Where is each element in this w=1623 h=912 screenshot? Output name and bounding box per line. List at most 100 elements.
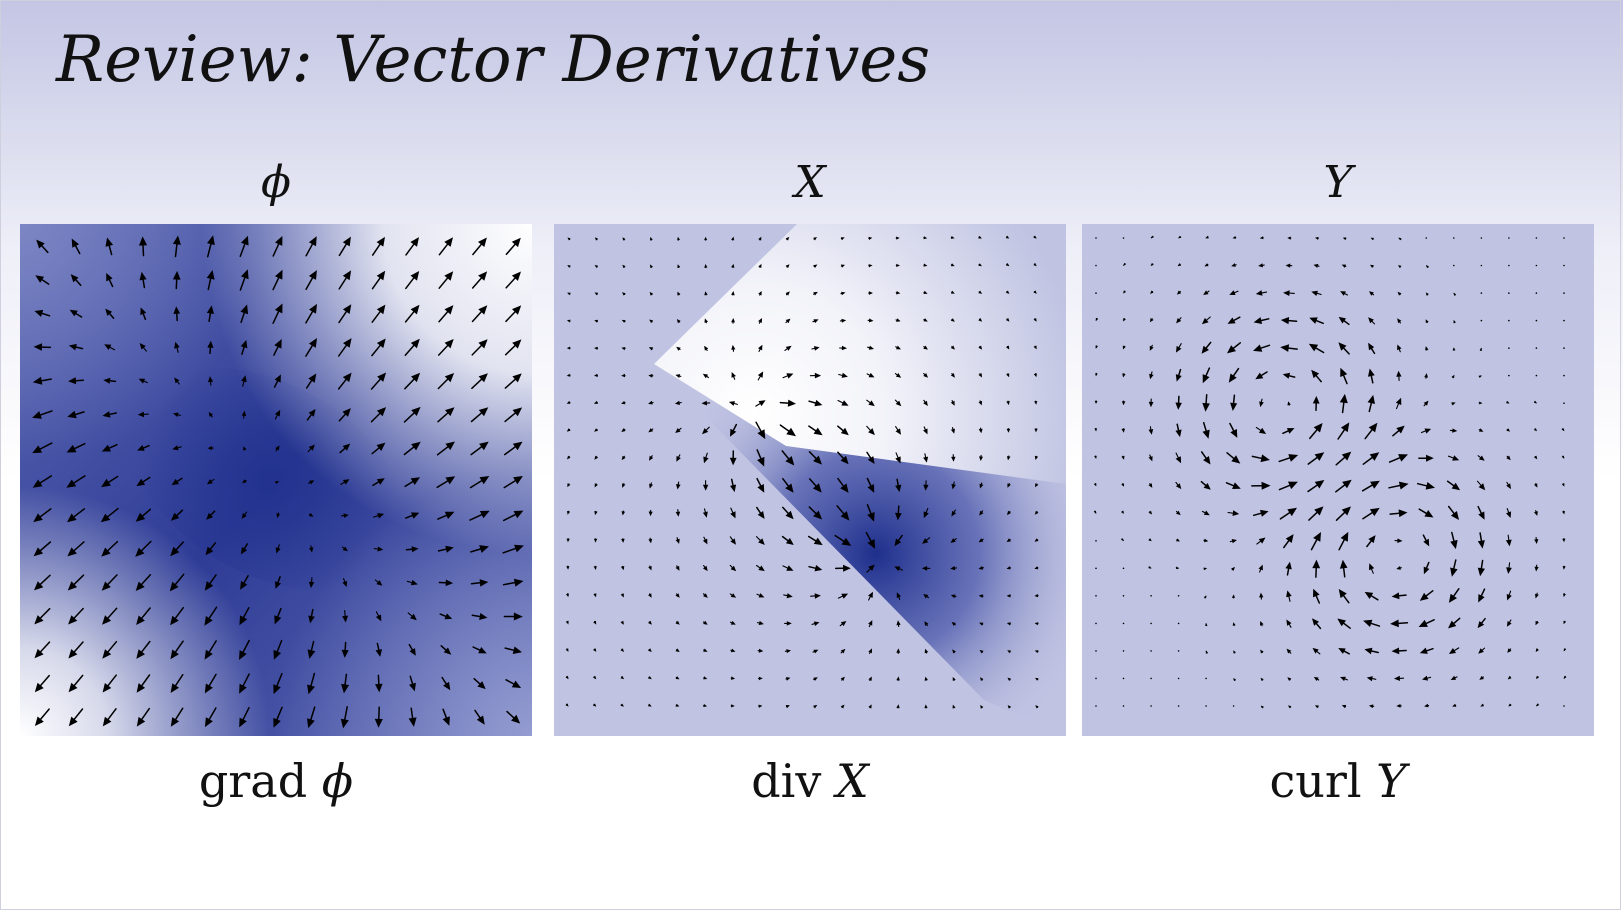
divergence-arrow (594, 373, 599, 377)
gradient-arrow (241, 375, 247, 387)
gradient-arrow (137, 444, 150, 451)
gradient-arrow (242, 479, 247, 484)
curl-arrow (1203, 538, 1209, 543)
divergence-arrow (755, 536, 765, 545)
gradient-arrow (172, 235, 181, 258)
divergence-arrow (837, 593, 849, 599)
gradient-arrow (371, 236, 385, 256)
gradient-arrow (68, 343, 84, 351)
divergence-arrow (809, 372, 822, 379)
curl-arrow (1366, 535, 1376, 548)
curl-arrow-dot (1232, 705, 1235, 707)
curl-arrow (1369, 563, 1375, 574)
divergence-arrow (923, 263, 928, 267)
divergence-arrow (866, 372, 875, 378)
curl-arrow (1149, 318, 1154, 323)
curl-arrow (1176, 290, 1182, 295)
divergence-arrow (865, 531, 876, 549)
divergence-arrow (648, 565, 652, 571)
curl-arrow (1094, 455, 1097, 459)
divergence-arrow (1005, 235, 1010, 239)
curl-arrow (1225, 482, 1241, 489)
divergence-arrow (923, 453, 929, 463)
curl-arrow (1416, 482, 1435, 490)
curl-arrow (1200, 480, 1211, 490)
divergence-arrow (866, 564, 875, 573)
divergence-arrow (758, 676, 763, 681)
curl-arrow (1094, 400, 1098, 404)
divergence-arrow (704, 291, 708, 296)
divergence-arrow (838, 372, 848, 378)
gradient-arrow (206, 270, 215, 291)
divergence-arrow (567, 237, 571, 241)
gradient-arrow (103, 377, 117, 384)
gradient-arrow (140, 307, 147, 321)
gradient-arrow (340, 479, 350, 485)
gradient-arrow (68, 641, 84, 659)
curl-arrow (1452, 703, 1457, 707)
curl-arrow-dot (1480, 237, 1483, 239)
curl-arrow-dot (1095, 264, 1097, 267)
curl-arrow (1309, 423, 1323, 440)
gradient-arrow (502, 510, 524, 522)
curl-arrow-dot (1122, 567, 1125, 570)
divergence-arrow (979, 622, 984, 626)
curl-arrow (1227, 342, 1242, 354)
curl-arrow (1452, 347, 1456, 351)
divergence-arrow (730, 423, 738, 437)
curl-arrow (1175, 481, 1182, 490)
curl-arrow (1478, 375, 1482, 378)
divergence-arrow (1033, 345, 1037, 350)
curl-arrow-dot (1563, 347, 1565, 349)
divergence-arrow (702, 536, 708, 545)
curl-arrow (1561, 428, 1565, 431)
curl-arrow (1229, 422, 1238, 438)
curl-arrow-dot (1150, 650, 1152, 652)
curl-arrow (1260, 621, 1264, 627)
divergence-arrow (649, 264, 653, 269)
curl-arrow (1478, 647, 1486, 654)
curl-arrow (1148, 566, 1152, 569)
divergence-arrow (950, 594, 957, 599)
curl-arrow (1533, 428, 1537, 432)
gradient-arrow (308, 480, 315, 485)
divergence-arrow (648, 347, 653, 351)
curl-arrow (1287, 677, 1292, 681)
gradient-arrow (505, 271, 521, 289)
curl-arrow (1477, 532, 1485, 549)
curl-arrow (1253, 317, 1270, 324)
curl-arrow-dot (1535, 347, 1538, 349)
curl-arrow (1477, 617, 1486, 629)
divergence-arrow (1006, 622, 1011, 626)
divergence-arrow (785, 318, 791, 324)
divergence-arrow (648, 703, 652, 707)
curl-arrow (1308, 506, 1324, 521)
curl-arrow-dot (1122, 650, 1125, 652)
curl-arrow (1453, 320, 1456, 324)
curl-arrow (1391, 592, 1407, 600)
curl-arrow (1121, 483, 1125, 487)
curl-arrow-dot (1122, 595, 1125, 597)
divergence-arrow (594, 237, 599, 241)
curl-arrow (1389, 509, 1408, 518)
curl-arrow (1398, 237, 1402, 241)
gradient-arrow (341, 546, 348, 552)
divergence-arrow (702, 480, 709, 491)
gradient-arrow (505, 305, 522, 323)
curl-arrow (1279, 507, 1297, 520)
gradient-arrow (503, 612, 523, 621)
curl-arrow-dot (1122, 622, 1125, 625)
divergence-arrow (1033, 373, 1037, 378)
curl-arrow (1260, 677, 1264, 681)
divergence-arrow (758, 291, 762, 296)
curl-arrow (1310, 532, 1321, 551)
curl-arrow (1205, 623, 1208, 627)
divergence-arrow (950, 263, 955, 267)
divergence-arrow (839, 621, 847, 627)
slide-title: Review: Vector Derivatives (56, 23, 931, 97)
divergence-arrow (813, 677, 818, 681)
gradient-arrow (239, 673, 250, 694)
divergence-arrow (922, 537, 931, 544)
divergence-arrow (868, 264, 873, 268)
divergence-arrow (649, 291, 654, 296)
